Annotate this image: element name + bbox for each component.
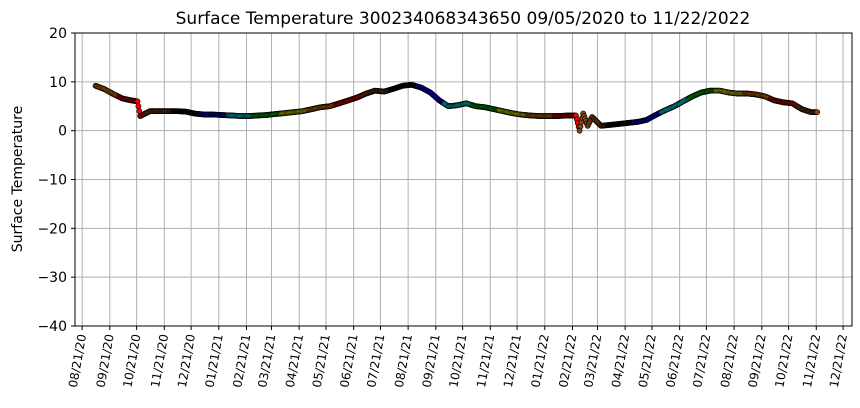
y-tick-label: −20 [37, 221, 67, 237]
x-tick-label: 12/21/22 [827, 333, 850, 389]
x-ticks: 08/21/20 09/21/20 10/21/20 11/21/20 12/21/20… [66, 326, 850, 389]
x-tick-label: 10/21/20 [120, 333, 143, 389]
y-axis-label: Surface Temperature [10, 106, 26, 252]
y-tick-label: −10 [37, 173, 67, 189]
x-tick-label: 03/21/22 [581, 333, 604, 389]
x-tick-label: 04/21/21 [283, 333, 306, 389]
y-tick-label: 10 [49, 75, 67, 91]
data-marks [92, 81, 821, 134]
x-tick-label: 08/21/20 [66, 333, 89, 389]
x-tick-label: 02/21/22 [556, 333, 579, 389]
x-tick-label: 11/21/22 [800, 333, 823, 389]
x-tick-label: 11/21/21 [474, 333, 497, 389]
y-tick-label: 20 [49, 26, 67, 42]
x-tick-label: 07/21/22 [690, 333, 713, 389]
x-tick-label: 04/21/22 [609, 333, 632, 389]
y-tick-label: 0 [58, 124, 67, 140]
x-tick-label: 09/21/22 [746, 333, 769, 389]
x-tick-label: 05/21/22 [636, 333, 659, 389]
grid [75, 32, 852, 327]
x-tick-label: 08/21/21 [392, 333, 415, 389]
x-tick-label: 10/21/21 [446, 333, 469, 389]
x-tick-label: 12/21/21 [501, 333, 524, 389]
y-tick-label: −30 [37, 270, 67, 286]
y-tick-label: −40 [37, 319, 67, 335]
x-tick-label: 01/21/21 [203, 333, 226, 389]
data-point [814, 109, 821, 116]
x-tick-label: 09/21/21 [420, 333, 443, 389]
data-point [134, 98, 141, 105]
x-tick-label: 11/21/20 [148, 333, 171, 389]
x-tick-label: 06/21/21 [337, 333, 360, 389]
x-tick-label: 05/21/21 [310, 333, 333, 389]
chart-title: Surface Temperature 300234068343650 09/0… [176, 9, 751, 29]
x-tick-label: 08/21/22 [718, 333, 741, 389]
x-tick-label: 10/21/22 [772, 333, 795, 389]
data-point [135, 103, 142, 110]
x-tick-label: 09/21/20 [94, 333, 117, 389]
y-ticks: 20 10 0 −10 −20 −30 −40 [37, 26, 75, 335]
x-tick-label: 01/21/22 [529, 333, 552, 389]
x-tick-label: 12/21/20 [175, 333, 198, 389]
x-tick-label: 06/21/22 [663, 333, 686, 389]
x-tick-label: 03/21/21 [255, 333, 278, 389]
x-tick-label: 02/21/21 [230, 333, 253, 389]
x-tick-label: 07/21/21 [364, 333, 387, 389]
